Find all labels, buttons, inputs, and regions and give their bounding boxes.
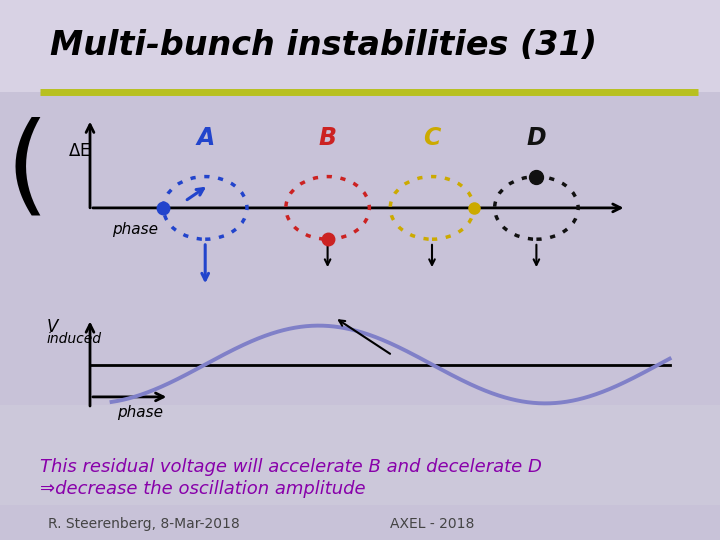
Bar xyxy=(0,405,720,505)
Text: V: V xyxy=(47,318,58,336)
Text: phase: phase xyxy=(117,404,163,420)
Text: This residual voltage will accelerate B and decelerate D: This residual voltage will accelerate B … xyxy=(40,458,541,476)
Text: R. Steerenberg, 8-Mar-2018: R. Steerenberg, 8-Mar-2018 xyxy=(48,517,240,531)
Text: AXEL - 2018: AXEL - 2018 xyxy=(390,517,474,531)
Bar xyxy=(0,0,720,92)
Text: D: D xyxy=(526,126,546,150)
Text: $\Delta$E: $\Delta$E xyxy=(68,142,91,160)
Text: A: A xyxy=(196,126,215,150)
Text: induced: induced xyxy=(47,332,102,346)
Text: C: C xyxy=(423,126,441,150)
Text: Multi-bunch instabilities (31): Multi-bunch instabilities (31) xyxy=(50,29,598,63)
Text: (: ( xyxy=(6,117,49,224)
Text: B: B xyxy=(319,126,337,150)
Text: phase: phase xyxy=(112,222,158,237)
Text: ⇒decrease the oscillation amplitude: ⇒decrease the oscillation amplitude xyxy=(40,480,365,498)
